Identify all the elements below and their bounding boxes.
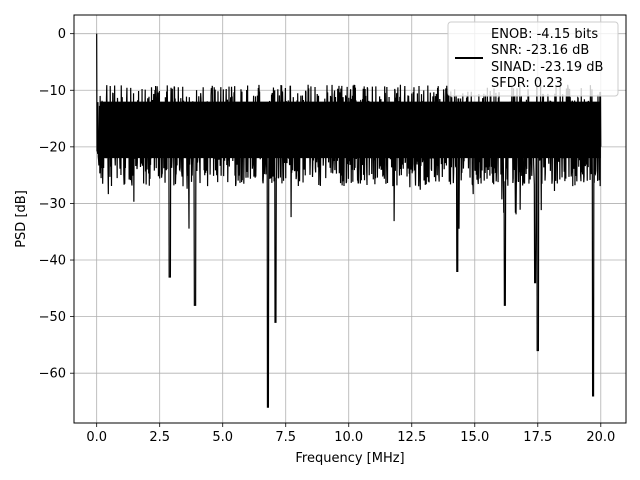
x-tick-label: 12.5 [397, 430, 426, 445]
x-tick-label: 10.0 [334, 430, 363, 445]
legend-enob: ENOB: -4.15 bits [491, 27, 598, 42]
y-tick-label: −30 [39, 197, 66, 212]
x-tick-label: 2.5 [149, 430, 170, 445]
x-tick-label: 17.5 [523, 430, 552, 445]
plot-frame [73, 14, 627, 424]
y-tick-label: −50 [39, 310, 66, 325]
legend-sfdr: SFDR: 0.23 [491, 76, 563, 91]
x-axis: 0.0 2.5 5.0 7.5 10.0 12.5 15.0 17.5 20.0 [86, 423, 615, 445]
psd-trace-group [96, 33, 602, 408]
y-tick-label: −10 [39, 84, 66, 99]
legend-box [447, 21, 619, 97]
x-tick-label: 20.0 [586, 430, 615, 445]
legend-sinad: SINAD: -23.19 dB [491, 60, 603, 75]
y-axis-label: PSD [dB] [14, 190, 29, 248]
x-tick-label: 15.0 [460, 430, 489, 445]
legend-snr: SNR: -23.16 dB [491, 43, 589, 58]
y-tick-label: −60 [39, 367, 66, 382]
y-tick-label: −20 [39, 140, 66, 155]
legend: ENOB: -4.15 bits SNR: -23.16 dB SINAD: -… [447, 21, 619, 97]
x-axis-label: Frequency [MHz] [295, 451, 404, 466]
y-axis: 0 −10 −20 −30 −40 −50 −60 [39, 27, 74, 382]
x-tick-label: 7.5 [275, 430, 296, 445]
y-tick-label: 0 [58, 27, 66, 42]
y-tick-label: −40 [39, 254, 66, 269]
x-tick-label: 0.0 [86, 430, 107, 445]
x-tick-label: 5.0 [212, 430, 233, 445]
psd-trace [96, 33, 602, 408]
